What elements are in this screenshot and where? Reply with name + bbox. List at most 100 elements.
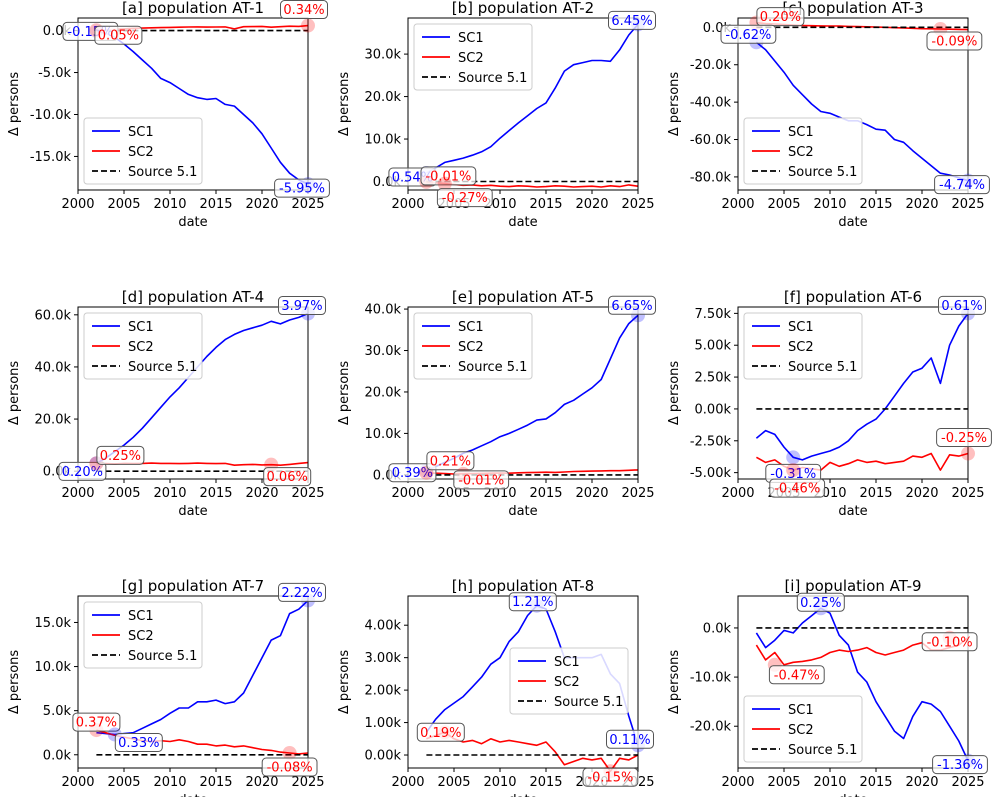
annotation-marker [961, 446, 975, 461]
annotation: 1.21% [508, 592, 557, 613]
x-tick-label: 2020 [905, 775, 938, 790]
annotation-label: -0.25% [941, 431, 987, 446]
annotation: 6.65% [608, 295, 656, 323]
plot-frame [77, 17, 309, 191]
annotation-label: -0.09% [931, 35, 977, 50]
annotation-label: -0.46% [774, 482, 820, 497]
annotation-box [768, 665, 825, 685]
legend-label: SC1 [458, 31, 484, 46]
annotation-label: -0.01% [425, 169, 471, 184]
legend: SC1 SC2 Source 5.1 [743, 117, 863, 185]
subplot-title: [g] population AT-7 [122, 577, 264, 595]
x-tick-label: 2020 [245, 775, 278, 790]
y-tick-label: 2.50k [695, 371, 732, 386]
annotation-label: -4.74% [939, 178, 985, 193]
annotation: -0.25% [936, 428, 992, 461]
legend-box [743, 117, 863, 185]
annotation: 0.05% [89, 23, 143, 45]
y-tick-label: -5.0k [38, 66, 71, 81]
annotation-box [769, 478, 826, 498]
annotation-box [756, 7, 805, 27]
y-tick-label: 20.0k [35, 413, 72, 428]
annotation-marker [437, 176, 452, 191]
legend-label: SC2 [458, 340, 484, 355]
legend-label: Source 5.1 [458, 360, 527, 375]
x-axis-label: date [508, 504, 537, 519]
x-tick-label: 2000 [61, 775, 94, 790]
subplot-title: [a] population AT-1 [122, 0, 264, 17]
x-tick-label: 2000 [391, 775, 424, 790]
x-tick-label: 2025 [291, 197, 324, 212]
y-tick-label: 10.0k [35, 660, 72, 675]
x-tick-label: 2005 [437, 486, 470, 501]
x-tick-label: 2020 [245, 486, 278, 501]
legend-label: Source 5.1 [554, 695, 623, 710]
annotation-box [416, 722, 465, 742]
annotation-box [274, 178, 330, 198]
annotation-box [921, 632, 978, 652]
legend-label: SC2 [788, 145, 814, 160]
annotation-box [938, 295, 986, 315]
x-tick-label: 2025 [951, 197, 984, 212]
annotation-label: 0.33% [118, 736, 159, 751]
x-tick-label: 2000 [391, 197, 424, 212]
legend: SC1 SC2 Source 5.1 [743, 695, 863, 763]
annotation: -5.95% [274, 177, 330, 198]
y-axis-label: Δ persons [7, 650, 22, 715]
x-tick-label: 2020 [905, 197, 938, 212]
legend-label: SC2 [788, 340, 814, 355]
annotation-label: -0.01% [458, 473, 504, 488]
y-tick-label: 0.00k [365, 749, 402, 764]
x-tick-label: 2005 [437, 775, 470, 790]
annotation-box [608, 10, 656, 30]
x-tick-label: 2025 [951, 486, 984, 501]
series-line-sc1 [755, 607, 969, 761]
x-tick-label: 2005 [107, 775, 140, 790]
y-axis-label: Δ persons [667, 650, 682, 715]
legend: SC1 SC2 Source 5.1 [83, 312, 203, 380]
annotation-label: 0.25% [800, 596, 841, 611]
annotation-box [426, 451, 475, 471]
y-tick-label: 3.00k [365, 651, 402, 666]
annotation-label: -0.62% [725, 28, 771, 43]
legend-label: Source 5.1 [788, 743, 857, 758]
x-tick-label: 2000 [61, 486, 94, 501]
legend-box [743, 312, 863, 380]
subplot-title: [e] population AT-5 [452, 288, 594, 306]
annotation-label: 0.37% [76, 716, 117, 731]
y-tick-label: 10.0k [365, 427, 402, 442]
x-tick-label: 2000 [391, 486, 424, 501]
y-axis-label: Δ persons [667, 72, 682, 137]
annotation: 0.33% [107, 727, 163, 752]
annotation-label: 0.11% [609, 733, 650, 748]
y-tick-label: -40.0k [690, 96, 732, 111]
x-axis-label: date [178, 215, 207, 230]
y-tick-label: -60.0k [690, 133, 732, 148]
subplot-a: [a] population AT-1 2000 2005 2010 2015 2020 2… [7, 0, 330, 230]
annotation: -0.31% [765, 450, 822, 483]
annotation-box [934, 175, 990, 195]
y-tick-label: 0.00k [695, 402, 732, 417]
y-tick-label: 40.0k [35, 360, 72, 375]
legend-box [413, 312, 533, 380]
annotation-marker [786, 450, 801, 465]
annotation-label: 0.61% [941, 299, 982, 314]
plot-frame [407, 306, 639, 480]
annotation: 0.34% [280, 0, 328, 33]
annotation: 0.06% [263, 457, 312, 487]
subplot-title: [i] population AT-9 [784, 577, 921, 595]
annotation: 0.61% [938, 295, 986, 321]
annotation-box [932, 755, 988, 775]
x-tick-label: 2005 [767, 775, 800, 790]
annotation: -0.09% [926, 22, 983, 51]
annotation-box [926, 31, 983, 51]
x-axis-label: date [838, 793, 867, 797]
subplot-title: [h] population AT-8 [452, 577, 594, 595]
legend-label: SC1 [788, 703, 814, 718]
x-tick-label: 2010 [813, 197, 846, 212]
legend-label: SC1 [554, 655, 580, 670]
annotation: -0.62% [720, 24, 777, 50]
annotation: 3.97% [278, 296, 326, 321]
annotation-label: 6.65% [611, 299, 652, 314]
annotation-label: 0.05% [98, 29, 139, 44]
